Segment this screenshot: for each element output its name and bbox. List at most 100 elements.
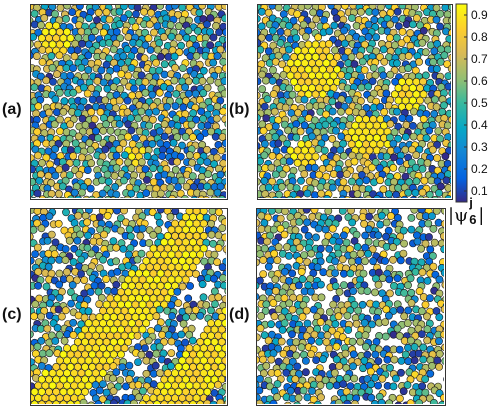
particle	[365, 212, 374, 221]
particle	[134, 114, 142, 123]
particle	[259, 197, 265, 198]
particle	[412, 177, 421, 186]
particle	[123, 96, 132, 105]
particle	[421, 375, 430, 383]
particle	[398, 27, 407, 36]
particle	[221, 319, 226, 328]
particle	[161, 196, 167, 198]
particle	[361, 231, 370, 240]
particle	[357, 388, 366, 397]
particle	[263, 237, 272, 246]
particle	[417, 244, 425, 253]
particle	[81, 387, 89, 396]
particle	[443, 376, 444, 382]
colorbar-tick-label: 0.2	[471, 162, 488, 176]
particle	[181, 275, 190, 284]
particle	[389, 243, 397, 252]
particle	[421, 48, 430, 57]
particle	[328, 224, 337, 233]
particle	[367, 393, 376, 402]
particle	[130, 399, 138, 404]
particle	[276, 224, 285, 233]
particle	[37, 224, 46, 233]
particle	[31, 40, 34, 48]
particle	[431, 195, 439, 198]
particle	[302, 209, 311, 214]
particle	[389, 139, 398, 148]
particle	[271, 132, 280, 141]
particle	[348, 218, 357, 227]
particle	[441, 343, 444, 352]
particle	[257, 219, 261, 227]
particle	[172, 90, 181, 98]
particle	[137, 158, 146, 166]
particle	[391, 374, 400, 383]
particle	[87, 108, 96, 116]
particle	[78, 188, 86, 197]
particle	[269, 299, 278, 307]
particle	[314, 33, 322, 42]
particle	[128, 16, 136, 25]
particle	[81, 72, 89, 81]
particle	[141, 41, 150, 50]
particle	[441, 152, 450, 161]
particle	[116, 226, 125, 235]
particle	[218, 263, 226, 272]
particle	[369, 257, 377, 266]
particle	[264, 195, 272, 198]
particle	[423, 277, 432, 285]
particle	[112, 163, 121, 172]
particle	[60, 336, 69, 345]
particle	[350, 157, 359, 166]
particle	[106, 126, 115, 135]
particle	[257, 282, 260, 290]
particle	[334, 399, 343, 404]
particle	[407, 213, 416, 222]
particle	[258, 85, 267, 93]
particle	[31, 358, 35, 366]
particle	[198, 280, 207, 289]
particle	[123, 195, 132, 198]
particle	[202, 301, 211, 309]
particle	[149, 230, 158, 239]
particle	[310, 209, 319, 214]
particle	[348, 337, 357, 346]
particle	[445, 146, 451, 155]
particle	[115, 7, 124, 16]
particle	[176, 189, 185, 198]
particle	[133, 197, 139, 198]
particle	[311, 152, 320, 161]
particle	[94, 400, 103, 404]
particle	[88, 195, 96, 198]
particle	[33, 189, 42, 198]
particle	[338, 333, 347, 342]
particle	[389, 255, 397, 264]
particle	[134, 380, 143, 389]
particle	[214, 65, 223, 74]
particle	[196, 250, 205, 259]
particle	[371, 350, 380, 359]
particle	[407, 299, 416, 307]
particle	[160, 400, 169, 404]
particle	[173, 287, 182, 296]
particle	[393, 172, 402, 181]
colorbar-tick-label: 0.9	[471, 8, 488, 22]
particle	[139, 387, 147, 395]
particle	[440, 330, 444, 339]
particle	[167, 349, 176, 357]
particle	[440, 220, 444, 228]
particle	[259, 270, 268, 278]
particle	[214, 380, 222, 389]
particle	[96, 264, 104, 272]
particle	[407, 158, 416, 167]
particle	[160, 337, 168, 346]
particle	[448, 53, 451, 62]
particle	[397, 39, 406, 47]
particle	[332, 196, 338, 198]
particle	[268, 26, 277, 35]
particle	[331, 282, 340, 290]
particle	[316, 318, 325, 326]
particle	[203, 20, 211, 29]
particle	[416, 96, 424, 105]
particle	[171, 102, 180, 110]
